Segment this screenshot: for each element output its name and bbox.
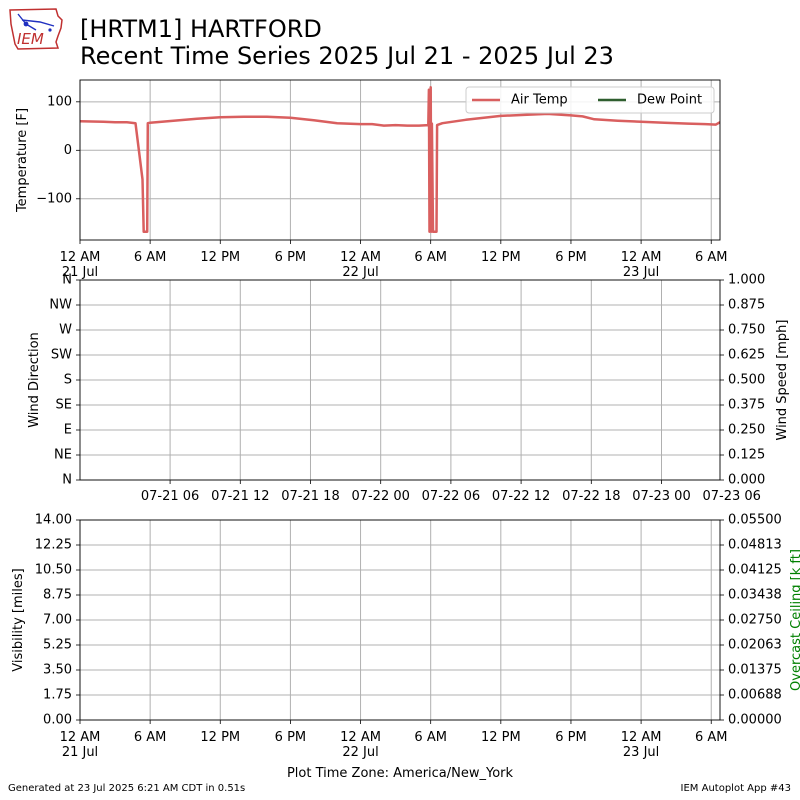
x-tick-label: 12 AM (621, 730, 662, 745)
y2-tick-label: 0.05500 (728, 513, 782, 528)
x-tick-label: 12 PM (200, 250, 240, 265)
y2-tick-label: 0.750 (728, 323, 765, 338)
y-tick-label: SE (56, 398, 72, 413)
iowa-state-outline-icon: IEM (9, 8, 63, 50)
iem-logo[interactable]: IEM (6, 6, 66, 52)
y2-tick-label: 0.00688 (728, 688, 782, 703)
x-tick-label: 07-23 00 (632, 489, 690, 504)
y-tick-label: W (59, 323, 72, 338)
y-tick-label: 12.25 (35, 538, 72, 553)
x-tick-label: 6 AM (134, 250, 167, 265)
y-tick-label: NW (49, 298, 72, 313)
y-tick-label: 0.00 (43, 713, 72, 728)
x-tick-label: 07-21 06 (141, 489, 199, 504)
y-tick-label: E (64, 423, 72, 438)
x-tick-label: 07-22 12 (492, 489, 550, 504)
x-axis-label: Plot Time Zone: America/New_York (287, 766, 514, 781)
chart-subtitle: Recent Time Series 2025 Jul 21 - 2025 Ju… (80, 42, 614, 70)
y-tick-label: N (62, 273, 72, 288)
x-tick-label: 07-21 12 (211, 489, 269, 504)
x-tick-label: 6 AM (414, 730, 447, 745)
y2-tick-label: 0.01375 (728, 663, 782, 678)
x-tick-label: 12 PM (481, 250, 521, 265)
y2-tick-label: 0.500 (728, 373, 765, 388)
legend-label: Dew Point (637, 93, 702, 108)
x-tick-label: 07-22 06 (422, 489, 480, 504)
plot-frame (79, 519, 721, 721)
x-tick-date-label: 23 Jul (623, 745, 659, 760)
y-tick-label: 3.50 (43, 663, 72, 678)
x-tick-label: 07-21 18 (281, 489, 339, 504)
y-axis-label: Temperature [F] (15, 108, 30, 213)
y-tick-label: 100 (47, 94, 72, 109)
x-tick-label: 6 AM (414, 250, 447, 265)
y2-tick-label: 0.02750 (728, 613, 782, 628)
y-tick-label: 14.00 (35, 513, 72, 528)
y2-tick-label: 1.000 (728, 273, 765, 288)
y2-tick-label: 0.875 (728, 298, 765, 313)
y2-tick-label: 0.250 (728, 423, 765, 438)
x-tick-date-label: 23 Jul (623, 265, 659, 280)
legend-box (465, 86, 715, 114)
y2-tick-label: 0.04813 (728, 538, 782, 553)
x-tick-label: 12 AM (340, 250, 381, 265)
x-tick-label: 6 PM (275, 730, 306, 745)
legend: Air Temp Dew Point (465, 86, 715, 114)
x-tick-date-label: 22 Jul (342, 745, 378, 760)
y2-tick-label: 0.04125 (728, 563, 782, 578)
y-tick-label: 10.50 (35, 563, 72, 578)
x-tick-label: 07-22 18 (562, 489, 620, 504)
x-tick-date-label: 21 Jul (62, 745, 98, 760)
y2-tick-label: 0.125 (728, 448, 765, 463)
x-tick-label: 6 PM (275, 250, 306, 265)
y2-tick-label: 0.02063 (728, 638, 782, 653)
x-tick-label: 12 PM (481, 730, 521, 745)
x-tick-label: 12 AM (60, 730, 101, 745)
autoplot-app-label: IEM Autoplot App #43 (680, 783, 791, 794)
y2-tick-label: 0.03438 (728, 588, 782, 603)
legend-label: Air Temp (511, 93, 568, 108)
y-tick-label: N (62, 473, 72, 488)
x-tick-label: 6 PM (555, 730, 586, 745)
plot-frame (79, 79, 721, 241)
generated-timestamp: Generated at 23 Jul 2025 6:21 AM CDT in … (8, 783, 246, 794)
y-axis-label: Visibility [miles] (11, 568, 26, 671)
x-tick-label: 6 AM (695, 250, 728, 265)
y-tick-label: 8.75 (43, 588, 72, 603)
x-tick-label: 07-22 00 (351, 489, 409, 504)
y-axis-label: Wind Direction (27, 332, 42, 428)
x-tick-label: 12 AM (340, 730, 381, 745)
y-tick-label: SW (51, 348, 72, 363)
x-tick-label: 12 PM (200, 730, 240, 745)
series-line-air-temp (80, 86, 720, 234)
chart-title: [HRTM1] HARTFORD (80, 15, 322, 43)
y2-tick-label: 0.00000 (728, 713, 782, 728)
y-tick-label: NE (54, 448, 72, 463)
x-tick-label: 6 AM (134, 730, 167, 745)
y-tick-label: 1.75 (43, 688, 72, 703)
y-tick-label: −100 (36, 191, 72, 206)
y-tick-label: 5.25 (43, 638, 72, 653)
y-tick-label: S (64, 373, 72, 388)
y-tick-label: 7.00 (43, 613, 72, 628)
y-tick-label: 0 (64, 143, 72, 158)
y2-axis-label: Overcast Ceiling [k ft] (789, 549, 800, 691)
x-tick-label: 6 PM (555, 250, 586, 265)
x-tick-date-label: 21 Jul (62, 265, 98, 280)
y2-tick-label: 0.000 (728, 473, 765, 488)
x-tick-date-label: 22 Jul (342, 265, 378, 280)
y2-tick-label: 0.375 (728, 398, 765, 413)
plot-frame (79, 279, 721, 481)
x-tick-label: 6 AM (695, 730, 728, 745)
y2-axis-label: Wind Speed [mph] (775, 320, 790, 441)
svg-text:IEM: IEM (17, 30, 44, 48)
x-tick-label: 07-23 06 (702, 489, 760, 504)
x-tick-label: 12 AM (60, 250, 101, 265)
x-tick-label: 12 AM (621, 250, 662, 265)
y2-tick-label: 0.625 (728, 348, 765, 363)
